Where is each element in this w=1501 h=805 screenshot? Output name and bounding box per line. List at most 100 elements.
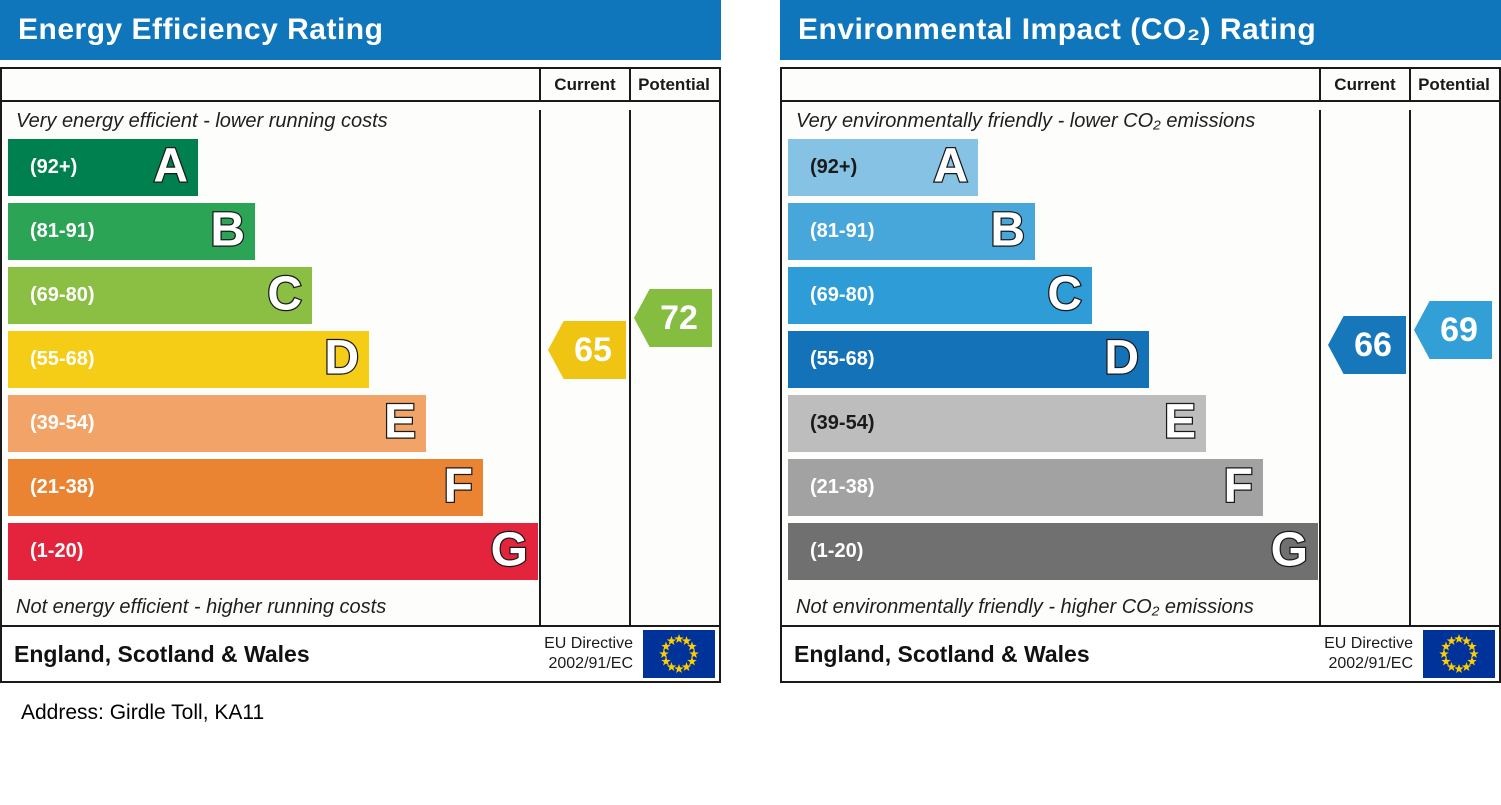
band-bar-g: (1-20) G (8, 522, 538, 580)
band-bar-b: (81-91) B (8, 202, 255, 260)
current-rating-value: 66 (1354, 325, 1392, 364)
band-row-e: (39-54) E (782, 394, 1499, 452)
eu-flag-icon (1423, 630, 1495, 678)
band-range-f: (21-38) (30, 476, 95, 498)
column-header-row: Current Potential (782, 69, 1499, 102)
band-letter-f: F (1222, 458, 1254, 514)
eu-directive-line1: EU Directive (544, 635, 633, 652)
header-spacer (782, 69, 1319, 100)
band-bar-c: (69-80) C (788, 266, 1092, 324)
current-column-header: Current (539, 69, 629, 100)
header-spacer (2, 69, 539, 100)
environmental-impact-chart: Environmental Impact (CO₂) Rating Curren… (780, 0, 1501, 683)
rating-scale-area: Very energy efficient - lower running co… (2, 110, 719, 625)
column-header-row: Current Potential (2, 69, 719, 102)
energy-efficiency-title: Energy Efficiency Rating (0, 0, 721, 60)
band-range-d: (55-68) (810, 348, 875, 370)
current-column-divider (1319, 110, 1321, 625)
potential-rating-arrow: 72 (634, 289, 712, 347)
top-note: Very energy efficient - lower running co… (16, 110, 388, 132)
band-letter-f: F (442, 458, 474, 514)
band-row-c: (69-80) C (782, 266, 1499, 324)
band-bar-a: (92+) A (8, 138, 198, 196)
region-label: England, Scotland & Wales (794, 640, 1090, 667)
band-letter-d: D (1103, 330, 1140, 386)
band-letter-a: A (932, 138, 969, 194)
environmental-impact-table: Current Potential Very environmentally f… (780, 67, 1501, 683)
band-range-b: (81-91) (810, 220, 875, 242)
band-row-g: (1-20) G (782, 522, 1499, 580)
band-bar-f: (21-38) F (8, 458, 483, 516)
band-range-g: (1-20) (810, 540, 864, 562)
eu-directive-line2: 2002/91/EC (548, 655, 633, 672)
chart-footer: England, Scotland & Wales EU Directive 2… (2, 625, 719, 681)
band-bar-a: (92+) A (788, 138, 978, 196)
eu-directive-label: EU Directive 2002/91/EC (1324, 634, 1413, 674)
band-letter-d: D (323, 330, 360, 386)
band-row-g: (1-20) G (2, 522, 719, 580)
band-letter-a: A (152, 138, 189, 194)
band-row-f: (21-38) F (2, 458, 719, 516)
band-letter-e: E (1163, 394, 1198, 450)
band-letter-g: G (1269, 522, 1309, 578)
current-column-divider (539, 110, 541, 625)
band-row-d: (55-68) D (2, 330, 719, 388)
band-bar-f: (21-38) F (788, 458, 1263, 516)
potential-rating-arrow: 69 (1414, 301, 1492, 359)
eu-directive-line2: 2002/91/EC (1328, 655, 1413, 672)
address-line: Address: Girdle Toll, KA11 (21, 701, 265, 724)
chart-footer: England, Scotland & Wales EU Directive 2… (782, 625, 1499, 681)
potential-rating-value: 69 (1440, 310, 1478, 349)
band-row-c: (69-80) C (2, 266, 719, 324)
band-letter-c: C (1046, 266, 1083, 322)
band-range-b: (81-91) (30, 220, 95, 242)
band-range-g: (1-20) (30, 540, 84, 562)
band-row-a: (92+) A (2, 138, 719, 196)
region-label: England, Scotland & Wales (14, 640, 310, 667)
band-range-a: (92+) (810, 156, 858, 178)
band-letter-g: G (489, 522, 529, 578)
band-bar-e: (39-54) E (788, 394, 1206, 452)
band-bar-d: (55-68) D (788, 330, 1149, 388)
band-range-d: (55-68) (30, 348, 95, 370)
band-range-c: (69-80) (30, 284, 95, 306)
band-letter-b: B (989, 202, 1026, 257)
band-bar-d: (55-68) D (8, 330, 369, 388)
eu-directive-line1: EU Directive (1324, 635, 1413, 652)
top-note: Very environmentally friendly - lower CO… (796, 110, 1256, 132)
bottom-note: Not energy efficient - higher running co… (16, 596, 387, 618)
band-row-b: (81-91) B (782, 202, 1499, 260)
eu-directive-label: EU Directive 2002/91/EC (544, 634, 633, 674)
band-range-f: (21-38) (810, 476, 875, 498)
band-bar-c: (69-80) C (8, 266, 312, 324)
band-row-f: (21-38) F (782, 458, 1499, 516)
band-bar-g: (1-20) G (788, 522, 1318, 580)
band-range-e: (39-54) (30, 412, 95, 434)
band-letter-e: E (383, 394, 418, 450)
current-rating-arrow: 65 (548, 321, 626, 379)
bottom-note: Not environmentally friendly - higher CO… (796, 596, 1254, 618)
band-row-e: (39-54) E (2, 394, 719, 452)
band-row-a: (92+) A (782, 138, 1499, 196)
rating-scale-area: Very environmentally friendly - lower CO… (782, 110, 1499, 625)
band-bar-e: (39-54) E (8, 394, 426, 452)
band-letter-b: B (209, 202, 246, 257)
potential-column-divider (1409, 110, 1411, 625)
potential-column-header: Potential (629, 69, 717, 100)
band-letter-c: C (266, 266, 303, 322)
energy-efficiency-chart: Energy Efficiency Rating Current Potenti… (0, 0, 721, 683)
energy-efficiency-table: Current Potential Very energy efficient … (0, 67, 721, 683)
band-range-e: (39-54) (810, 412, 875, 434)
potential-column-divider (629, 110, 631, 625)
potential-column-header: Potential (1409, 69, 1497, 100)
band-row-b: (81-91) B (2, 202, 719, 260)
band-bar-b: (81-91) B (788, 202, 1035, 260)
current-column-header: Current (1319, 69, 1409, 100)
band-row-d: (55-68) D (782, 330, 1499, 388)
current-rating-value: 65 (574, 330, 612, 369)
potential-rating-value: 72 (660, 298, 698, 337)
band-range-c: (69-80) (810, 284, 875, 306)
band-range-a: (92+) (30, 156, 78, 178)
environmental-impact-title: Environmental Impact (CO₂) Rating (780, 0, 1501, 60)
